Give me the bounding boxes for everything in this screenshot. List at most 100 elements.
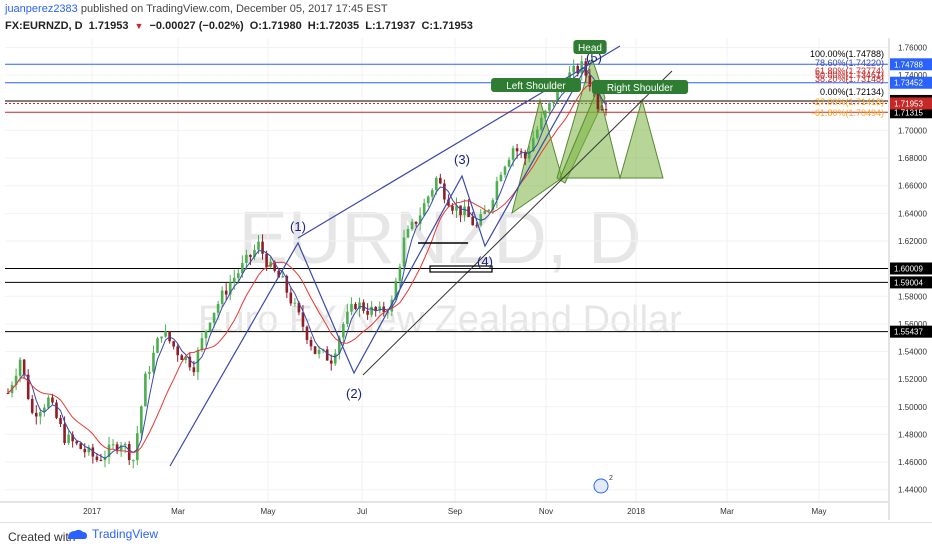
- candle-body: [79, 443, 83, 449]
- candle-body: [540, 117, 543, 130]
- x-tick-label: Mar: [720, 507, 734, 516]
- candle-body: [434, 177, 438, 191]
- watermark-symbol: EURNZD, D: [239, 196, 642, 279]
- y-tick-label: 1.64000: [898, 209, 927, 218]
- y-tick-label: 1.68000: [898, 154, 927, 163]
- y-tick-label: 1.66000: [898, 182, 927, 191]
- tradingview-brand[interactable]: TradingView: [66, 527, 158, 541]
- wave-label: (4): [477, 254, 493, 269]
- candle-body: [556, 88, 559, 103]
- candle-body: [600, 109, 604, 111]
- candle-body: [422, 203, 426, 216]
- right-shoulder-label-bg: [591, 80, 689, 94]
- price-axis[interactable]: 1.760001.740001.720001.700001.680001.660…: [888, 38, 932, 520]
- candle-body: [479, 214, 483, 226]
- candle-body: [220, 290, 224, 304]
- watermark-name: Euro FX/New Zealand Dollar: [198, 299, 682, 341]
- fib-label: 50.00%(1.73461): [815, 70, 884, 80]
- candle-body: [119, 445, 123, 452]
- candle-body: [26, 374, 30, 399]
- level-tag-label: 1.55437: [894, 328, 923, 337]
- level-tag-label: 1.74788: [894, 60, 923, 69]
- candle-body: [588, 75, 592, 87]
- candle-body: [180, 355, 184, 361]
- y-tick-label: 1.56000: [898, 320, 927, 329]
- price-chart[interactable]: EURNZD, D Euro FX/New Zealand Dollar (1)…: [0, 38, 932, 520]
- candle-body: [487, 209, 491, 211]
- candle-body: [406, 229, 410, 238]
- candle-body: [329, 360, 333, 364]
- x-tick-label: May: [811, 507, 826, 516]
- candle-body: [107, 444, 111, 457]
- candle-body: [499, 174, 503, 182]
- head-label: Head: [578, 43, 602, 54]
- y-tick-label: 1.50000: [898, 403, 927, 412]
- candle-body: [527, 151, 531, 159]
- candle-body: [95, 456, 99, 460]
- candle-body: [6, 392, 10, 394]
- wave-label: (1): [290, 219, 306, 234]
- wave-label: (2): [346, 386, 362, 401]
- candle-body: [378, 306, 382, 311]
- candle-body: [366, 310, 369, 315]
- candle-body: [131, 460, 135, 462]
- candle-body: [156, 338, 159, 353]
- y-tick-label: 1.44000: [898, 486, 927, 495]
- candle-body: [309, 339, 313, 347]
- low-value: L:1.71937: [365, 20, 416, 32]
- candle-body: [576, 65, 580, 74]
- candle-body: [168, 331, 171, 342]
- candle-body: [241, 262, 244, 274]
- last-price-tag: [890, 97, 932, 110]
- candle-body: [188, 356, 192, 368]
- candle-body: [204, 331, 208, 339]
- candle-body: [148, 371, 151, 374]
- candle-body: [305, 326, 309, 340]
- candle-body: [216, 303, 220, 313]
- tradingview-logo-icon: [68, 529, 87, 539]
- symbol-label: FX:EURNZD, D: [5, 20, 83, 32]
- candle-body: [34, 412, 38, 417]
- publish-line: juanperez2383 published on TradingView.c…: [5, 3, 388, 15]
- candle-body: [350, 303, 353, 312]
- candle-body: [410, 221, 414, 230]
- candle-body: [301, 312, 305, 327]
- candle-body: [55, 402, 58, 418]
- fib-label: 0.00%(1.72134): [820, 87, 884, 97]
- candle-body: [426, 196, 430, 204]
- candle-body: [115, 444, 119, 452]
- candle-body: [22, 359, 26, 375]
- candle-body: [83, 448, 87, 453]
- candle-body: [237, 273, 240, 278]
- candle-body: [71, 434, 74, 442]
- candle-body: [536, 129, 539, 138]
- candle-body: [463, 206, 466, 216]
- candle-body: [172, 341, 175, 347]
- level-tag-label: 1.71315: [894, 108, 923, 117]
- fibonacci-labels: 100.00%(1.74788)78.60%(1.74220)61.80%(1.…: [810, 49, 884, 118]
- lower-trend-line: [362, 70, 673, 376]
- wave-label: (3): [454, 152, 470, 167]
- y-tick-label: 1.54000: [898, 348, 927, 357]
- candle-body: [297, 302, 301, 313]
- grid: [5, 38, 888, 502]
- candle-body: [317, 349, 321, 354]
- candle-body: [261, 241, 264, 254]
- fib-label: -61.80%(1.70494): [812, 108, 884, 118]
- symbol-line: FX:EURNZD, D 1.71953 ▼ −0.00027 (−0.02%)…: [5, 20, 476, 32]
- footer: Created with TradingView: [0, 522, 932, 551]
- candle-body: [18, 359, 22, 376]
- tradingview-label: TradingView: [92, 527, 159, 541]
- candle-body: [523, 152, 527, 159]
- candle-body: [212, 312, 216, 323]
- level-tag-label: 1.59004: [894, 278, 923, 287]
- head-label-bg: [573, 40, 607, 54]
- author-link[interactable]: juanperez2383: [5, 3, 78, 15]
- time-axis[interactable]: 2017 Mar May Jul Sep Nov 2018 Mar May: [0, 501, 888, 516]
- chart-area[interactable]: EURNZD, D Euro FX/New Zealand Dollar (1)…: [0, 38, 932, 520]
- candle-body: [604, 109, 608, 111]
- candle-body: [43, 407, 46, 413]
- support-box: [429, 265, 493, 273]
- level-tag: [890, 58, 932, 71]
